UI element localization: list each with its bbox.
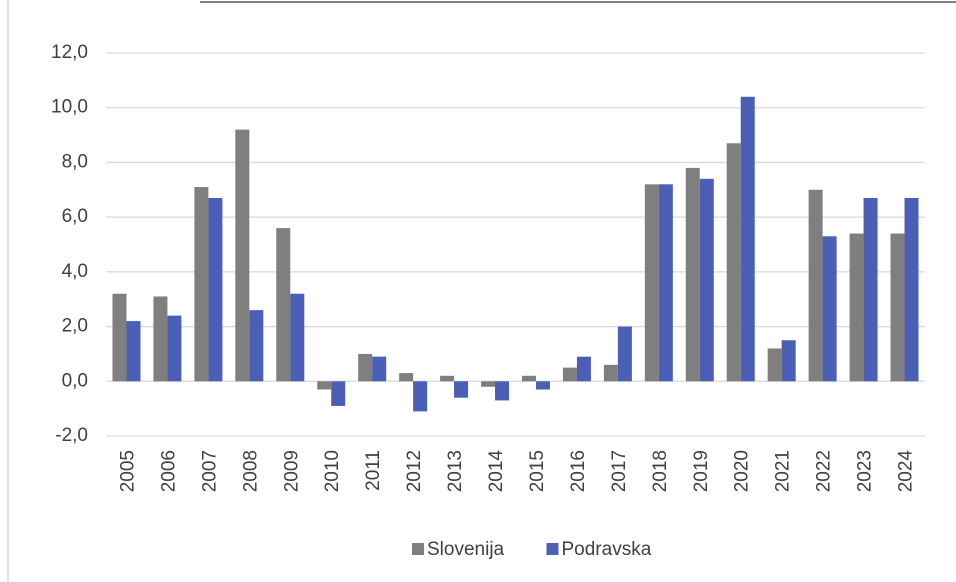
bar [358,353,373,382]
bar [849,233,864,382]
x-tick-label: 2007 [199,450,220,492]
bar [658,184,673,382]
bar [399,373,414,382]
bar [767,348,782,382]
x-tick-label: 2011 [363,450,384,491]
bar [208,197,223,382]
x-tick-label: 2016 [568,450,589,492]
bar [276,228,291,382]
y-tick-label: 10,0 [51,97,88,118]
bar [331,381,346,406]
legend-swatch [546,543,559,555]
bar [699,178,714,382]
x-tick-label: 2009 [281,450,302,492]
y-tick-label: 2,0 [62,316,88,337]
x-tick-label: 2024 [896,450,917,493]
x-tick-label: 2017 [609,450,630,492]
bar [495,381,510,401]
legend-label: Slovenija [427,539,505,560]
x-tick-label: 2022 [814,450,835,492]
x-tick-label: 2014 [486,450,507,493]
x-tick-label: 2015 [527,450,548,492]
bar [249,310,264,382]
bar [413,381,428,412]
bar [454,381,469,398]
bar [167,315,182,382]
x-tick-label: 2010 [322,450,343,492]
bar [822,236,837,382]
bar [904,197,919,382]
bar [290,293,305,382]
bar [372,356,387,382]
y-tick-label: 6,0 [62,206,88,227]
y-tick-label: 8,0 [62,151,88,172]
y-tick-label: 0,0 [62,370,88,391]
bar [112,293,127,382]
bar [740,96,755,382]
bar [535,381,550,390]
bar [603,364,618,382]
bar [481,381,496,387]
bar [562,367,577,382]
x-tick-label: 2021 [773,450,794,492]
bar [521,375,536,382]
bar [685,167,700,382]
bar [617,326,632,382]
x-tick-label: 2005 [117,450,138,492]
bar [576,356,591,382]
bar [235,129,250,382]
bar [153,296,168,382]
x-tick-label: 2018 [650,450,671,492]
bar [808,189,823,382]
legend-label: Podravska [562,539,652,560]
y-tick-label: -2,0 [55,425,88,446]
x-tick-label: 2012 [404,450,425,492]
bar [644,184,659,382]
x-tick-label: 2013 [445,450,466,492]
x-tick-label: 2020 [732,450,753,492]
x-tick-label: 2006 [158,450,179,492]
y-tick-label: 12,0 [51,42,88,63]
bar [126,321,141,382]
bar [781,340,796,382]
x-tick-label: 2023 [855,450,876,492]
y-tick-label: 4,0 [62,261,88,282]
bar [317,381,332,390]
x-tick-label: 2019 [691,450,712,492]
bar [863,197,878,382]
x-tick-label: 2008 [240,450,261,492]
bar [440,375,455,382]
legend-swatch [412,543,424,555]
bar [890,233,905,382]
bar [194,187,209,382]
bar [726,143,741,382]
